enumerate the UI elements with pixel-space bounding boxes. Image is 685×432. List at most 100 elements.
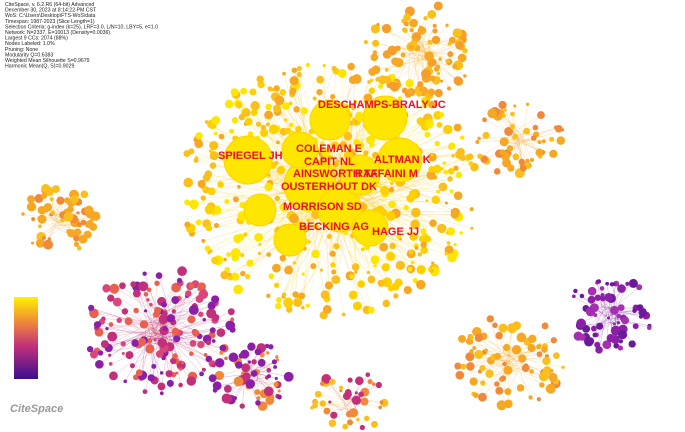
edge [142,328,146,376]
edge [519,133,533,161]
node [617,345,623,351]
node [324,281,334,290]
node [518,354,527,363]
node [393,293,399,299]
node [319,268,324,272]
node [155,272,163,279]
node [224,356,228,361]
edge [145,326,214,366]
node [499,149,506,156]
edge [108,323,165,349]
node [203,352,208,357]
node [469,334,474,340]
node [188,282,195,289]
node [162,326,168,331]
edge [514,136,554,157]
edge [482,369,502,397]
node [300,305,305,310]
node [93,321,102,329]
node [368,87,376,94]
node [250,109,258,117]
node [26,202,37,212]
node [468,161,474,167]
header-line: Timespan: 1987-2023 (Slice Length=1) [5,19,95,25]
node [292,261,297,265]
node [388,200,397,209]
edge [152,332,206,356]
node [389,181,394,186]
node [80,219,87,226]
node [183,177,194,188]
node [60,218,65,223]
node [250,370,258,377]
edge [423,32,458,51]
edge [302,217,312,308]
edge [226,374,258,399]
node [274,376,278,381]
node [272,263,281,273]
node [466,153,474,161]
node [296,65,302,71]
node [536,111,545,120]
node [427,88,436,96]
node [139,320,149,329]
node [425,199,429,203]
node [459,231,463,235]
node [427,10,437,19]
node [407,266,413,272]
node [266,351,270,355]
node [396,234,401,239]
node [407,88,416,97]
node [271,359,277,365]
node [447,176,453,182]
edge [147,324,163,394]
node [213,222,220,229]
major-node [243,193,277,227]
node [198,311,204,318]
node [66,228,72,235]
node [453,76,463,85]
node [434,88,443,98]
node [216,328,226,337]
node [266,367,272,373]
node [561,128,565,132]
node [433,164,442,174]
edge [486,350,502,354]
node [264,110,273,120]
node [227,308,235,316]
node [541,322,549,330]
node [600,295,606,302]
edge [499,358,510,391]
node [417,252,422,257]
node [593,313,598,317]
node [423,15,428,21]
node [518,158,526,166]
node [149,302,153,307]
node-label: BECKING AG [299,221,369,233]
node [389,242,396,250]
node [228,352,239,362]
edge [511,139,554,154]
edge [308,210,369,273]
node [265,122,270,127]
node [550,337,557,344]
node [378,405,382,410]
node [477,136,481,141]
node [436,121,443,128]
node [220,270,229,280]
edge [375,28,417,43]
node [321,148,330,157]
node [300,107,308,115]
header-line: Modularity Q=0.6383 [5,52,53,58]
node-label: DESCHAMPS-BRALY JC [318,99,446,111]
node [197,341,205,349]
node [487,108,498,119]
node [473,392,479,399]
edge [504,366,556,384]
node [395,260,406,271]
node [348,290,358,300]
edge [617,283,628,307]
node [281,292,287,297]
node [486,315,494,323]
node [102,284,111,293]
